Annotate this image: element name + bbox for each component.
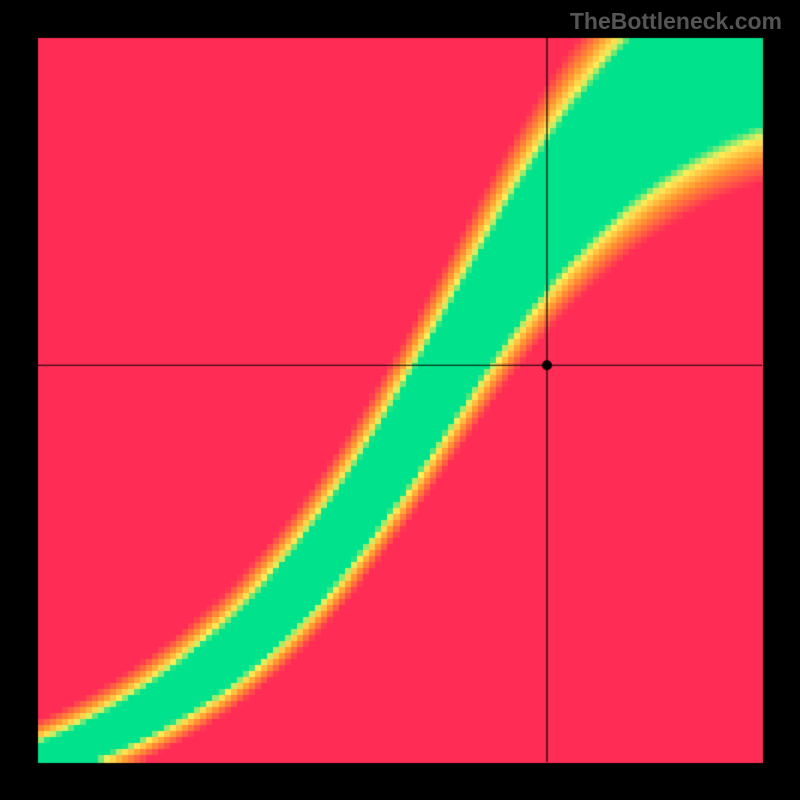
bottleneck-heatmap [0,0,800,800]
chart-container: TheBottleneck.com [0,0,800,800]
watermark-text: TheBottleneck.com [570,8,782,35]
